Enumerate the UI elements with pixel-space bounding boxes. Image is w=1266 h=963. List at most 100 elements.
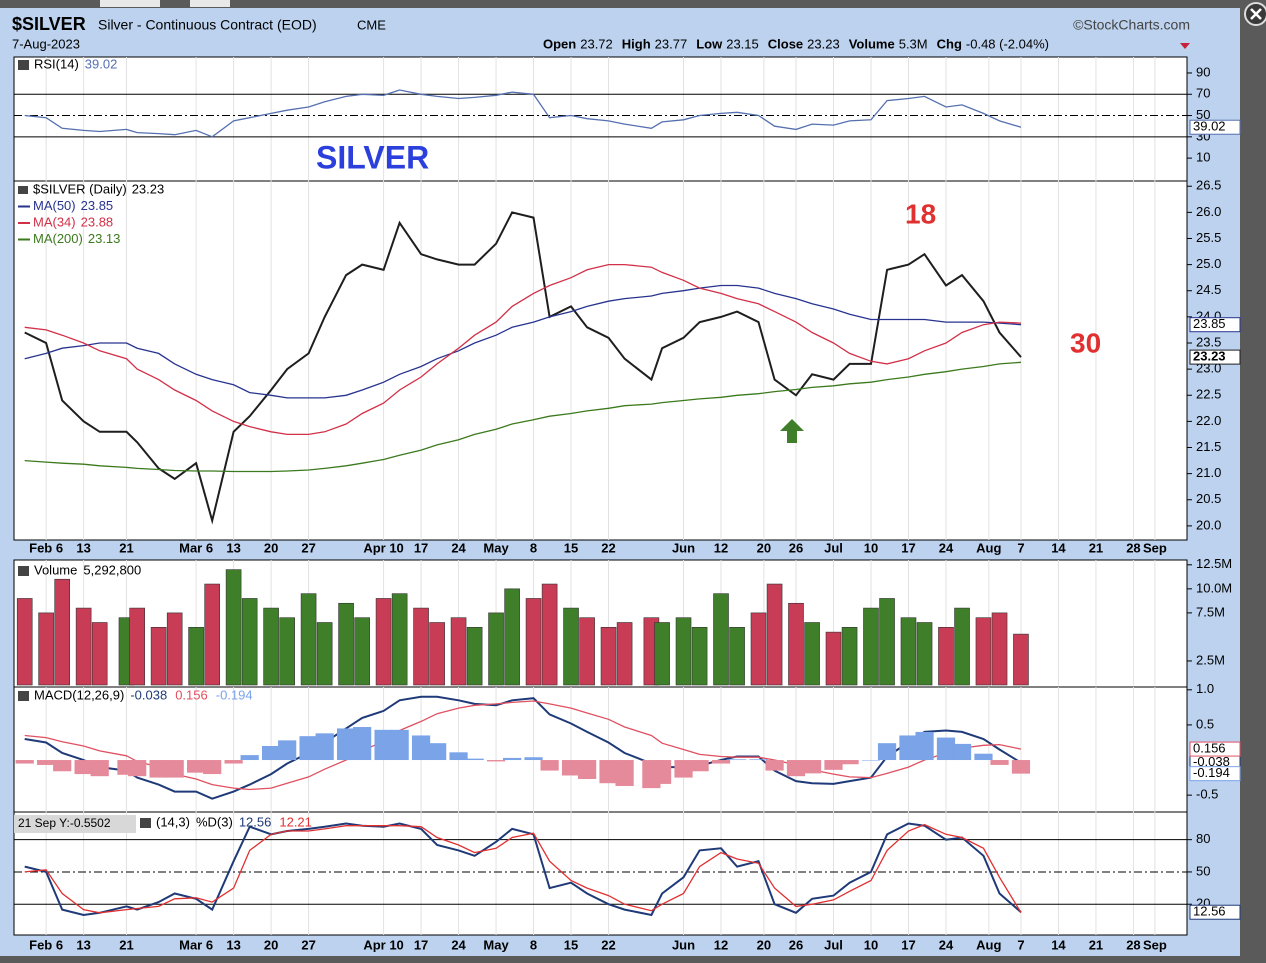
volume-bar bbox=[466, 627, 483, 686]
macd-panel bbox=[13, 686, 1188, 813]
annotation: 30 bbox=[1070, 327, 1101, 358]
histogram-bar bbox=[652, 760, 672, 784]
x-tick-label: 20 bbox=[264, 540, 278, 555]
y-tick-label: 90 bbox=[1196, 64, 1210, 79]
legend-name: MACD(12,26,9) bbox=[34, 687, 124, 702]
legend-name: MA(50) bbox=[33, 198, 76, 213]
histogram-bar bbox=[336, 728, 356, 761]
y-tick-label: 21.0 bbox=[1196, 465, 1221, 480]
y-tick-label: 23.5 bbox=[1196, 334, 1221, 349]
legend-value: 23.88 bbox=[81, 214, 114, 229]
volume-bar bbox=[825, 631, 842, 686]
volume-bar bbox=[338, 602, 354, 686]
x-tick-label: 21 bbox=[1089, 540, 1103, 555]
x-tick-label: 17 bbox=[901, 937, 915, 952]
histogram-bar bbox=[524, 757, 543, 761]
histogram-bar bbox=[899, 735, 918, 761]
legend-icon bbox=[18, 691, 29, 701]
x-tick-label: 20 bbox=[757, 937, 771, 952]
tab bbox=[100, 0, 160, 7]
histogram-bar bbox=[690, 760, 709, 772]
volume-bar bbox=[675, 617, 692, 686]
volume-bar bbox=[279, 617, 295, 686]
arrow-up bbox=[780, 419, 804, 443]
quote: Open 23.72 High 23.77 Low 23.15 Close 23.23 Volu… bbox=[543, 36, 1049, 51]
histogram-bar bbox=[711, 760, 731, 764]
x-tick-label: 27 bbox=[301, 937, 315, 952]
legend-value: -0.038 bbox=[130, 687, 167, 702]
histogram-bar bbox=[128, 760, 147, 777]
volume-bar bbox=[316, 622, 333, 686]
x-tick-label: 15 bbox=[564, 540, 578, 555]
x-tick-label: 14 bbox=[1051, 540, 1066, 555]
x-tick-label: 17 bbox=[901, 540, 915, 555]
histogram-bar bbox=[390, 729, 409, 761]
x-tick-label: 26 bbox=[789, 937, 803, 952]
histogram-bar bbox=[299, 736, 318, 761]
histogram-bar bbox=[974, 753, 993, 761]
histogram-bar bbox=[374, 729, 393, 761]
volume-bar bbox=[241, 598, 258, 686]
volume-bar bbox=[916, 622, 933, 686]
volume-bar bbox=[729, 627, 745, 686]
x-tick-label: Mar 6 bbox=[179, 540, 213, 555]
volume-bar bbox=[504, 588, 520, 686]
volume-bar bbox=[450, 617, 467, 686]
x-tick-label: Apr 10 bbox=[363, 937, 403, 952]
histogram-bar bbox=[749, 759, 768, 761]
volume-bar bbox=[713, 593, 729, 686]
histogram-bar bbox=[15, 760, 34, 764]
histogram-bar bbox=[990, 760, 1009, 765]
volume-bar bbox=[654, 622, 670, 686]
quote-value: 23.72 bbox=[580, 36, 613, 51]
y-tick-label: 20.0 bbox=[1196, 517, 1221, 532]
x-tick-label: 13 bbox=[76, 540, 90, 555]
y-tick-label: 25.0 bbox=[1196, 256, 1221, 271]
x-tick-label: 21 bbox=[119, 937, 133, 952]
legend-value: 23.23 bbox=[132, 181, 165, 196]
x-tick-label: 28 bbox=[1126, 540, 1140, 555]
x-tick-label: 20 bbox=[264, 937, 278, 952]
volume-bar bbox=[804, 622, 820, 686]
y-tick-label: 10.0M bbox=[1196, 580, 1232, 595]
histogram-bar bbox=[203, 760, 222, 775]
volume-bar bbox=[766, 583, 783, 686]
series-line bbox=[24, 284, 1022, 399]
histogram-bar bbox=[353, 727, 372, 761]
histogram-bar bbox=[315, 733, 334, 761]
volume-bar bbox=[954, 607, 970, 686]
x-tick-label: 12 bbox=[714, 540, 728, 555]
volume-bar bbox=[263, 607, 279, 686]
histogram-bar bbox=[674, 760, 693, 778]
last-value-tag bbox=[1189, 317, 1241, 333]
histogram-bar bbox=[53, 760, 72, 772]
x-tick-label: 20 bbox=[757, 540, 771, 555]
volume-bar bbox=[150, 627, 167, 686]
legend-name: MA(34) bbox=[33, 214, 76, 229]
legend-icon bbox=[18, 60, 29, 70]
series-line bbox=[24, 361, 1022, 473]
x-tick-label: 28 bbox=[1126, 937, 1140, 952]
histogram-bar bbox=[802, 760, 822, 774]
x-tick-label: Mar 6 bbox=[179, 937, 213, 952]
histogram-bar bbox=[465, 758, 484, 761]
quote-value: 23.15 bbox=[726, 36, 759, 51]
volume-bar bbox=[429, 622, 445, 686]
last-value-label: 12.56 bbox=[1193, 904, 1226, 919]
x-tick-label: 24 bbox=[939, 937, 954, 952]
last-value-label: -0.038 bbox=[1193, 754, 1230, 769]
y-tick-label: 26.0 bbox=[1196, 204, 1221, 219]
x-tick-label: Feb 6 bbox=[29, 937, 63, 952]
y-tick-label: 20.5 bbox=[1196, 491, 1221, 506]
volume-bar bbox=[616, 622, 633, 686]
histogram-bar bbox=[540, 760, 559, 771]
histogram-bar bbox=[615, 760, 634, 787]
histogram-bar bbox=[74, 760, 93, 775]
last-value-tag bbox=[1189, 349, 1241, 365]
y-tick-label: 70 bbox=[1196, 86, 1210, 101]
volume-bar bbox=[1013, 633, 1029, 686]
volume-bar bbox=[488, 612, 504, 686]
x-tick-label: Aug bbox=[976, 540, 1001, 555]
histogram-bar bbox=[165, 760, 184, 778]
histogram-bar bbox=[561, 760, 581, 776]
